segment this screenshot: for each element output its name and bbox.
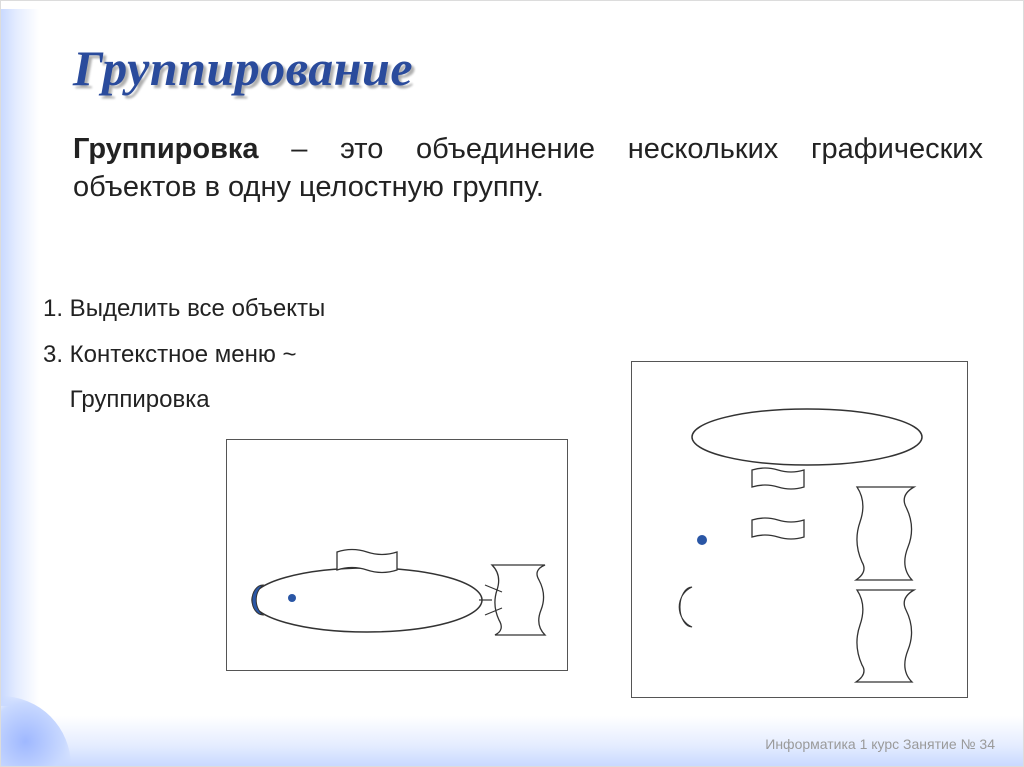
- left-decor-stripe: [1, 9, 39, 706]
- definition-term: Группировка: [73, 133, 259, 165]
- footer-text: Информатика 1 курс Занятие № 34: [765, 736, 995, 752]
- step-item: 1. Выделить все объекты: [43, 286, 563, 332]
- parts-svg: [632, 362, 967, 697]
- step-item: 3. Контекстное меню ~: [43, 332, 563, 378]
- slide: Группирование Группировка – это объедине…: [0, 0, 1024, 767]
- fish-svg: [227, 440, 567, 670]
- definition-text: Группировка – это объединение нескольких…: [73, 131, 983, 206]
- steps-list: 1. Выделить все объекты3. Контекстное ме…: [43, 286, 563, 423]
- bottom-left-corner-decor: [1, 696, 71, 766]
- step-item: Группировка: [43, 377, 563, 423]
- fish-group-illustration: [226, 439, 568, 671]
- fish-parts-illustration: [631, 361, 968, 698]
- slide-title: Группирование: [73, 39, 413, 97]
